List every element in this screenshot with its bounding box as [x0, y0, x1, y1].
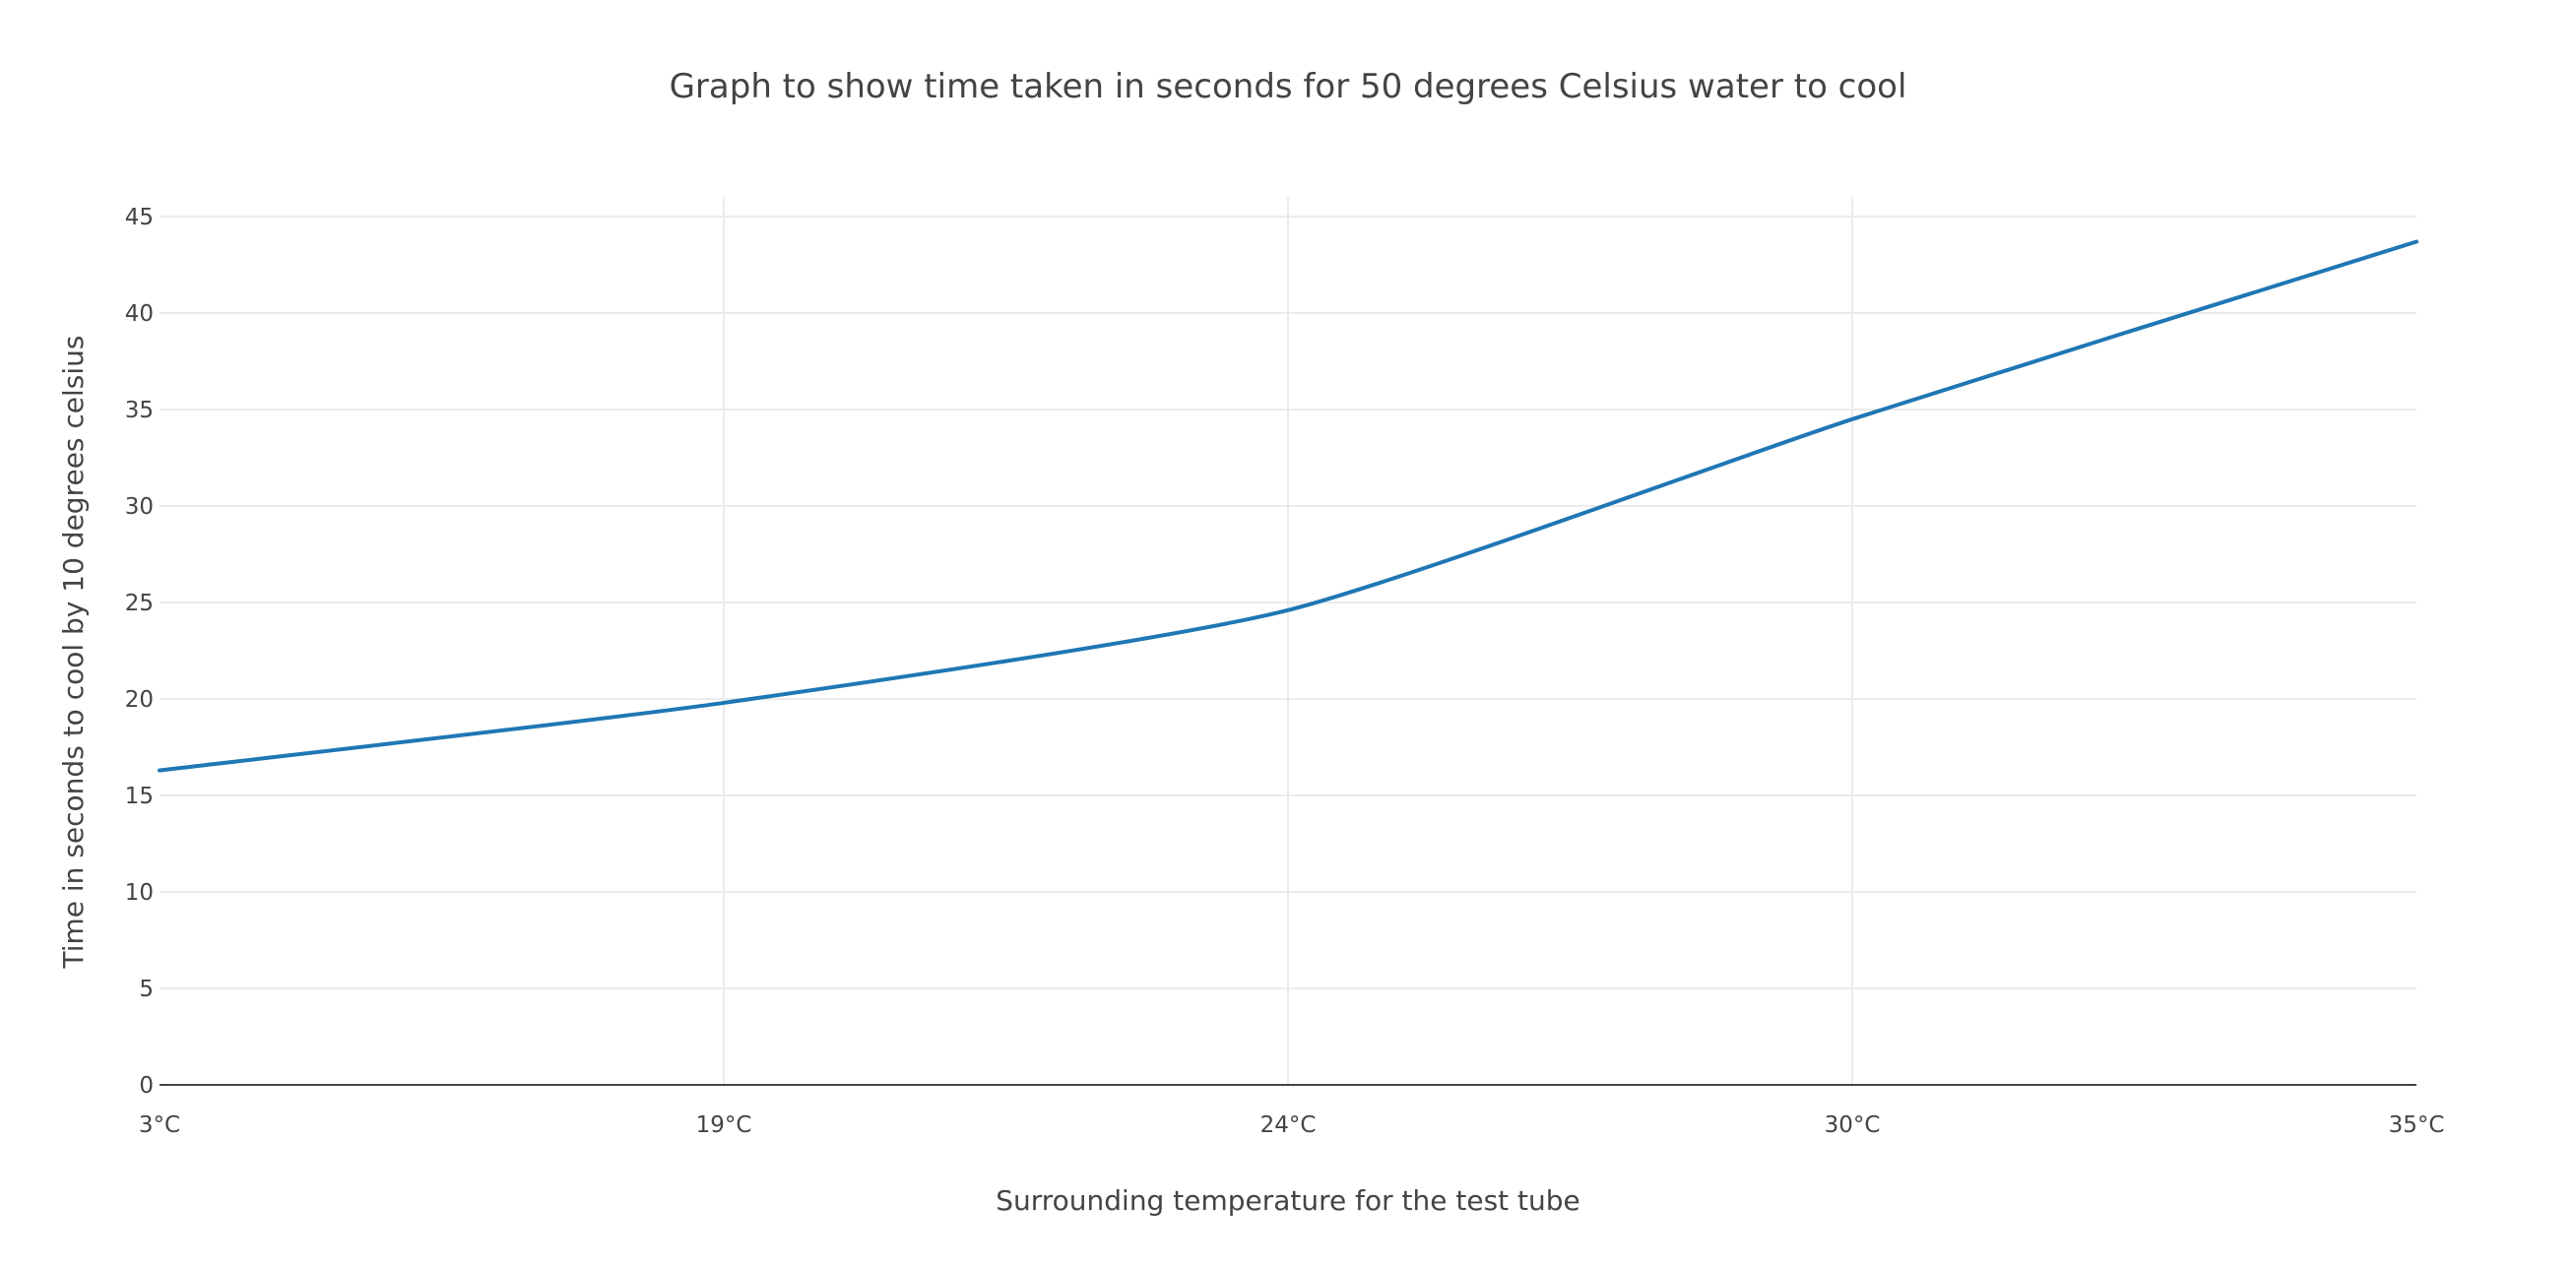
series-layer: [158, 239, 2418, 773]
y-tick-label: 20: [125, 687, 154, 713]
y-tick-label: 0: [139, 1073, 154, 1099]
y-tick-label: 5: [139, 977, 154, 1002]
gridlines: [160, 197, 2416, 1085]
chart-title: Graph to show time taken in seconds for …: [670, 67, 1907, 106]
x-tick-label: 3°C: [139, 1112, 180, 1138]
y-tick-label: 45: [125, 205, 154, 230]
x-tick-label: 24°C: [1260, 1112, 1317, 1138]
y-axis-ticks: 0 5 10 15 20 25 30 35 40 45: [125, 205, 154, 1099]
y-tick-label: 35: [125, 398, 154, 423]
y-tick-label: 30: [125, 494, 154, 520]
y-tick-label: 15: [125, 784, 154, 809]
y-tick-label: 25: [125, 591, 154, 616]
series-line: [158, 239, 2418, 773]
y-tick-label: 40: [125, 301, 154, 327]
x-axis-title: Surrounding temperature for the test tub…: [996, 1184, 1580, 1217]
y-tick-label: 10: [125, 880, 154, 906]
x-axis-ticks: 3°C 19°C 24°C 30°C 35°C: [139, 1112, 2445, 1138]
y-axis-title: Time in seconds to cool by 10 degrees ce…: [57, 335, 90, 969]
x-tick-label: 19°C: [696, 1112, 752, 1138]
x-tick-label: 35°C: [2389, 1112, 2445, 1138]
x-tick-label: 30°C: [1825, 1112, 1881, 1138]
